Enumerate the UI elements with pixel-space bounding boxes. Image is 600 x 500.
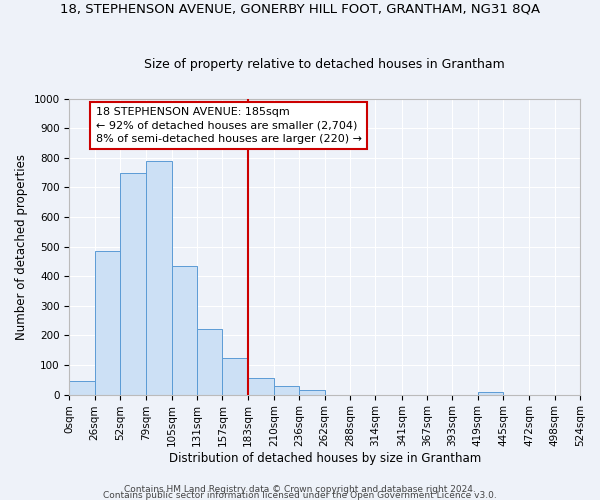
Bar [172,266,197,394]
X-axis label: Distribution of detached houses by size in Grantham: Distribution of detached houses by size … [169,452,481,465]
Bar [223,358,248,395]
Bar [274,386,299,394]
Bar [197,330,223,394]
Text: 18 STEPHENSON AVENUE: 185sqm
← 92% of detached houses are smaller (2,704)
8% of : 18 STEPHENSON AVENUE: 185sqm ← 92% of de… [96,108,362,144]
Bar [120,172,146,394]
Text: Contains HM Land Registry data © Crown copyright and database right 2024.: Contains HM Land Registry data © Crown c… [124,484,476,494]
Bar [95,251,120,394]
Bar [248,378,274,394]
Bar [70,382,95,394]
Text: 18, STEPHENSON AVENUE, GONERBY HILL FOOT, GRANTHAM, NG31 8QA: 18, STEPHENSON AVENUE, GONERBY HILL FOOT… [60,2,540,16]
Y-axis label: Number of detached properties: Number of detached properties [15,154,28,340]
Text: Contains public sector information licensed under the Open Government Licence v3: Contains public sector information licen… [103,490,497,500]
Bar [478,392,503,394]
Bar [299,390,325,394]
Bar [146,160,172,394]
Title: Size of property relative to detached houses in Grantham: Size of property relative to detached ho… [145,58,505,71]
